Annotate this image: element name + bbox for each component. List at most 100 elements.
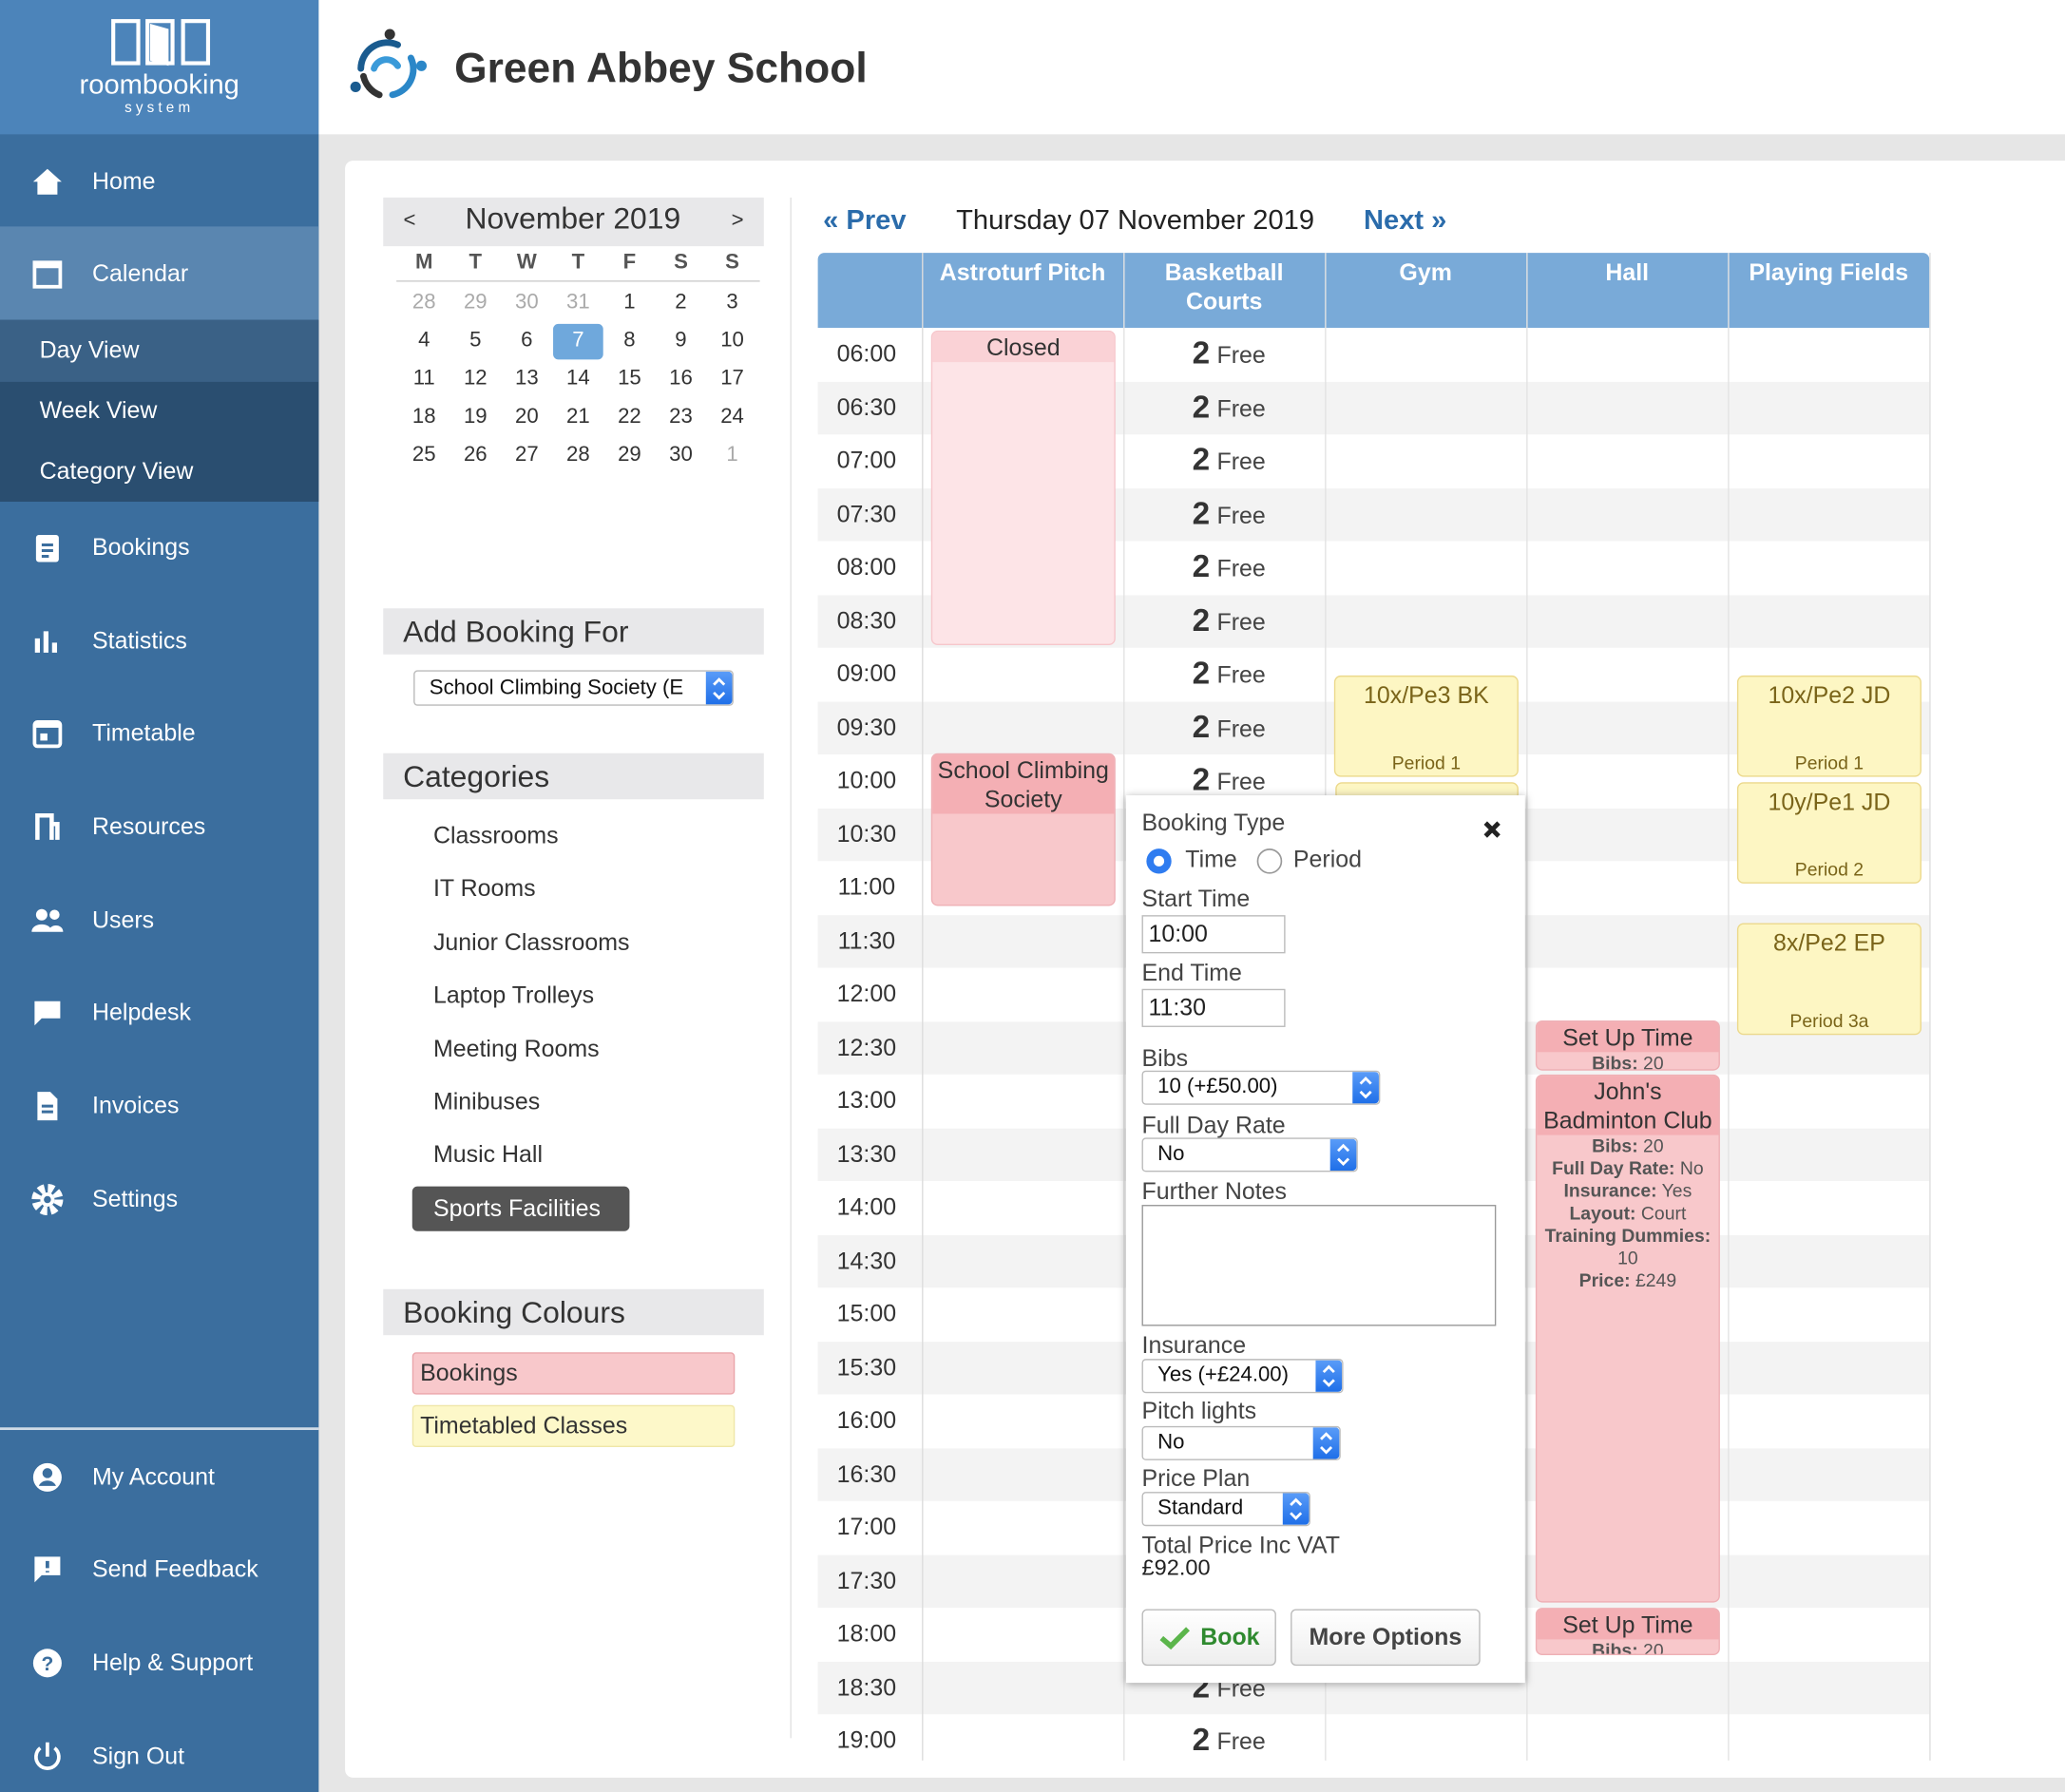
free-label: Free bbox=[1216, 768, 1266, 795]
nav-item[interactable]: Statistics bbox=[92, 627, 187, 655]
prev-day[interactable]: « Prev bbox=[823, 205, 907, 237]
nav-item[interactable]: Calendar bbox=[92, 259, 189, 287]
full-day-select[interactable]: No bbox=[1141, 1137, 1358, 1172]
bibs-select[interactable]: 10 (+£50.00) bbox=[1141, 1070, 1381, 1105]
nav-item[interactable]: Timetable bbox=[92, 719, 196, 747]
calendar-day[interactable]: 16 bbox=[669, 367, 693, 391]
next-day[interactable]: Next » bbox=[1364, 205, 1447, 237]
footer-nav-item[interactable]: Help & Support bbox=[92, 1649, 254, 1676]
radio-selected[interactable] bbox=[1144, 847, 1173, 875]
calendar-day[interactable]: 28 bbox=[566, 444, 590, 467]
category-item[interactable]: Laptop Trolleys bbox=[432, 982, 595, 1009]
book-button[interactable]: Book bbox=[1141, 1609, 1276, 1667]
calendar-day[interactable]: 3 bbox=[726, 291, 738, 314]
icon bbox=[32, 168, 62, 195]
submenu-item[interactable]: Day View bbox=[39, 336, 140, 363]
end-time-input[interactable]: 11:30 bbox=[1141, 988, 1286, 1027]
detail-value: 20 bbox=[1643, 1052, 1664, 1071]
calendar-day[interactable]: 7 bbox=[572, 329, 584, 353]
start-time-input[interactable]: 10:00 bbox=[1141, 915, 1286, 954]
button-label: Book bbox=[1200, 1623, 1260, 1650]
calendar-day[interactable]: 27 bbox=[515, 444, 539, 467]
booking[interactable]: Set Up Time Bibs: 20 bbox=[1535, 1020, 1720, 1071]
nav-item[interactable]: Settings bbox=[92, 1185, 179, 1212]
nav-item[interactable]: Invoices bbox=[92, 1092, 180, 1119]
footer-nav-item[interactable]: Send Feedback bbox=[92, 1555, 258, 1583]
calendar-day[interactable]: 4 bbox=[418, 329, 430, 353]
weekday: M bbox=[415, 251, 433, 275]
category-item[interactable]: IT Rooms bbox=[432, 875, 536, 903]
nav-item[interactable]: Resources bbox=[92, 812, 206, 840]
calendar-day[interactable]: 2 bbox=[675, 291, 687, 314]
submenu-item[interactable]: Week View bbox=[39, 396, 158, 424]
calendar-day[interactable]: 5 bbox=[469, 329, 482, 353]
nav-item[interactable]: Helpdesk bbox=[92, 999, 192, 1025]
calendar-day[interactable]: 15 bbox=[618, 367, 641, 391]
colour-key-label: Timetabled Classes bbox=[420, 1412, 628, 1439]
calendar-day[interactable]: 10 bbox=[720, 329, 744, 353]
price-plan-select[interactable]: Standard bbox=[1141, 1492, 1310, 1527]
calendar-day[interactable]: 28 bbox=[411, 291, 436, 314]
calendar-day[interactable]: 24 bbox=[720, 405, 744, 429]
footer-nav-item[interactable]: My Account bbox=[92, 1463, 215, 1491]
booking[interactable]: 8x/Pe2 EP Period 3a bbox=[1736, 923, 1922, 1036]
category-item[interactable]: Minibuses bbox=[432, 1088, 541, 1115]
close-button[interactable] bbox=[1482, 820, 1501, 838]
time-label: 09:00 bbox=[836, 660, 897, 688]
calendar-day[interactable]: 13 bbox=[515, 367, 539, 391]
category-item[interactable]: Classrooms bbox=[432, 822, 559, 849]
calendar-day[interactable]: 8 bbox=[623, 329, 636, 353]
booking[interactable]: 10x/Pe3 BK Period 1 bbox=[1333, 675, 1519, 777]
booking-for-select[interactable]: School Climbing Society (E bbox=[413, 670, 734, 706]
calendar-day[interactable]: 22 bbox=[618, 405, 641, 429]
calendar-day[interactable]: 29 bbox=[463, 291, 488, 314]
calendar-day[interactable]: 19 bbox=[463, 405, 488, 429]
category-item[interactable]: Music Hall bbox=[432, 1141, 543, 1169]
category-item[interactable]: Junior Classrooms bbox=[432, 928, 630, 956]
nav-item[interactable]: Home bbox=[92, 167, 156, 195]
booking-subtitle: Period 1 bbox=[1391, 752, 1462, 773]
section-title: Booking Colours bbox=[403, 1294, 625, 1329]
more-options-button[interactable]: More Options bbox=[1291, 1609, 1481, 1667]
calendar-day[interactable]: 6 bbox=[521, 329, 533, 353]
calendar-next[interactable]: > bbox=[731, 209, 744, 232]
logo-icon bbox=[111, 19, 211, 67]
calendar-day[interactable]: 26 bbox=[463, 444, 488, 467]
nav-item[interactable]: Users bbox=[92, 906, 155, 933]
category-item[interactable]: Sports Facilities bbox=[432, 1194, 602, 1222]
booking[interactable]: Set Up Time Bibs: 20 bbox=[1535, 1608, 1720, 1656]
booking[interactable]: School Climbing Society bbox=[930, 753, 1116, 906]
calendar-day[interactable]: 1 bbox=[726, 444, 738, 467]
weekday: S bbox=[725, 251, 739, 275]
calendar-day[interactable]: 9 bbox=[675, 329, 687, 353]
insurance-select[interactable]: Yes (+£24.00) bbox=[1141, 1359, 1344, 1394]
calendar-day[interactable]: 12 bbox=[463, 367, 488, 391]
calendar-day[interactable]: 14 bbox=[566, 367, 590, 391]
calendar-day[interactable]: 25 bbox=[411, 444, 436, 467]
calendar-day[interactable]: 30 bbox=[515, 291, 539, 314]
calendar-day[interactable]: 18 bbox=[411, 405, 436, 429]
booking[interactable]: 10y/Pe1 JD Period 2 bbox=[1736, 782, 1922, 884]
calendar-day[interactable]: 20 bbox=[515, 405, 539, 429]
calendar-day[interactable]: 31 bbox=[566, 291, 590, 314]
radio[interactable] bbox=[1255, 847, 1284, 875]
pitch-lights-select[interactable]: No bbox=[1141, 1425, 1341, 1460]
calendar-day[interactable]: 30 bbox=[669, 444, 693, 467]
grid-row bbox=[817, 1714, 1930, 1768]
booking[interactable]: Closed bbox=[930, 330, 1116, 646]
calendar-day[interactable]: 29 bbox=[618, 444, 641, 467]
footer-nav-item[interactable]: Sign Out bbox=[92, 1743, 185, 1769]
calendar-prev[interactable]: < bbox=[403, 209, 416, 232]
calendar-day[interactable]: 21 bbox=[566, 405, 590, 429]
submenu-item[interactable]: Category View bbox=[39, 457, 194, 485]
calendar-day[interactable]: 17 bbox=[720, 367, 744, 391]
booking[interactable]: John's Badminton Club Bibs: 20 Full Day Ra… bbox=[1535, 1074, 1720, 1603]
category-item[interactable]: Meeting Rooms bbox=[432, 1035, 600, 1062]
detail-value: 20 bbox=[1643, 1639, 1664, 1656]
calendar-day[interactable]: 1 bbox=[623, 291, 636, 314]
booking[interactable]: 10x/Pe2 JD Period 1 bbox=[1736, 675, 1922, 777]
calendar-day[interactable]: 11 bbox=[412, 367, 435, 391]
calendar-day[interactable]: 23 bbox=[669, 405, 693, 429]
nav-item[interactable]: Bookings bbox=[92, 533, 190, 561]
notes-textarea[interactable] bbox=[1141, 1205, 1497, 1326]
